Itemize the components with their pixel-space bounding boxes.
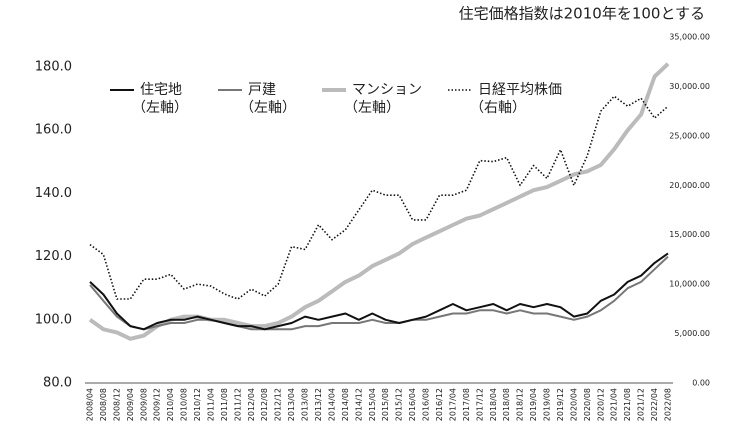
x-tick-label: 2010/08 [180,388,189,421]
x-tick-label: 2009/12 [153,388,162,421]
x-tick-label: 2019/04 [529,388,538,421]
series-line [89,95,669,300]
x-tick-label: 2014/12 [354,388,363,421]
x-tick-label: 2012/08 [260,388,269,421]
x-tick-label: 2013/04 [287,388,296,421]
y-tick-label: 80.0 [43,376,72,391]
x-tick-label: 2009/08 [139,388,148,421]
x-tick-label: 2019/12 [556,388,565,421]
legend-axis-label: （左軸） [132,100,188,116]
x-tick-label: 2008/04 [86,388,95,421]
y2-tick-label: 0.00 [692,379,710,388]
legend-axis-label: （左軸） [344,100,400,116]
y-tick-label: 100.0 [35,312,72,327]
y-tick-label: 120.0 [35,249,72,264]
legend-label: 日経平均株価 [478,82,562,98]
x-tick-label: 2022/08 [664,388,673,421]
x-tick-label: 2013/08 [301,388,310,421]
x-tick-label: 2020/04 [569,388,578,421]
x-tick-label: 2018/08 [502,388,511,421]
x-tick-label: 2015/12 [395,388,404,421]
legend-axis-label: （左軸） [240,100,296,116]
x-tick-label: 2008/12 [112,388,121,421]
x-tick-label: 2016/12 [435,388,444,421]
series-line [89,252,669,331]
x-tick-label: 2016/04 [408,388,417,421]
chart-title: 住宅価格指数は2010年を100とする [459,5,705,23]
x-tick-label: 2012/04 [247,388,256,421]
x-tick-label: 2018/12 [516,388,525,421]
legend-label: 戸建 [248,82,276,98]
y2-tick-label: 5,000.00 [674,329,710,338]
legend-label: 住宅地 [140,82,182,98]
x-tick-label: 2015/04 [368,388,377,421]
x-tick-label: 2014/04 [327,388,336,421]
x-tick-label: 2011/08 [220,388,229,421]
x-tick-label: 2019/08 [543,388,552,421]
y2-tick-label: 35,000.00 [669,33,710,42]
x-tick-label: 2020/12 [596,388,605,421]
y-tick-label: 160.0 [35,123,72,138]
x-tick-label: 2013/12 [314,388,323,421]
y2-tick-label: 10,000.00 [669,280,710,289]
y2-tick-label: 25,000.00 [669,131,710,140]
series-line [88,62,670,341]
x-tick-label: 2018/04 [489,388,498,421]
x-tick-label: 2020/08 [583,388,592,421]
x-tick-label: 2009/04 [126,388,135,421]
x-tick-label: 2008/08 [99,388,108,421]
y2-tick-label: 20,000.00 [669,181,710,190]
x-tick-label: 2022/04 [650,388,659,421]
x-tick-label: 2021/12 [637,388,646,421]
x-tick-label: 2014/08 [341,388,350,421]
x-tick-label: 2016/08 [422,388,431,421]
x-tick-label: 2010/12 [193,388,202,421]
x-tick-label: 2017/08 [462,388,471,421]
y-tick-label: 140.0 [35,186,72,201]
x-tick-label: 2021/04 [610,388,619,421]
y2-tick-label: 15,000.00 [669,230,710,239]
y-tick-label: 180.0 [35,60,72,75]
x-tick-label: 2011/04 [206,388,215,421]
legend-label: マンション [352,82,422,98]
legend-axis-label: （右軸） [470,100,526,116]
x-tick-label: 2011/12 [233,388,242,421]
x-tick-label: 2021/08 [623,388,632,421]
x-tick-label: 2012/12 [274,388,283,421]
x-tick-label: 2017/04 [448,388,457,421]
x-tick-label: 2015/08 [381,388,390,421]
series-line [89,255,669,331]
x-tick-label: 2017/12 [475,388,484,421]
x-tick-label: 2010/04 [166,388,175,421]
y2-tick-label: 30,000.00 [669,82,710,91]
